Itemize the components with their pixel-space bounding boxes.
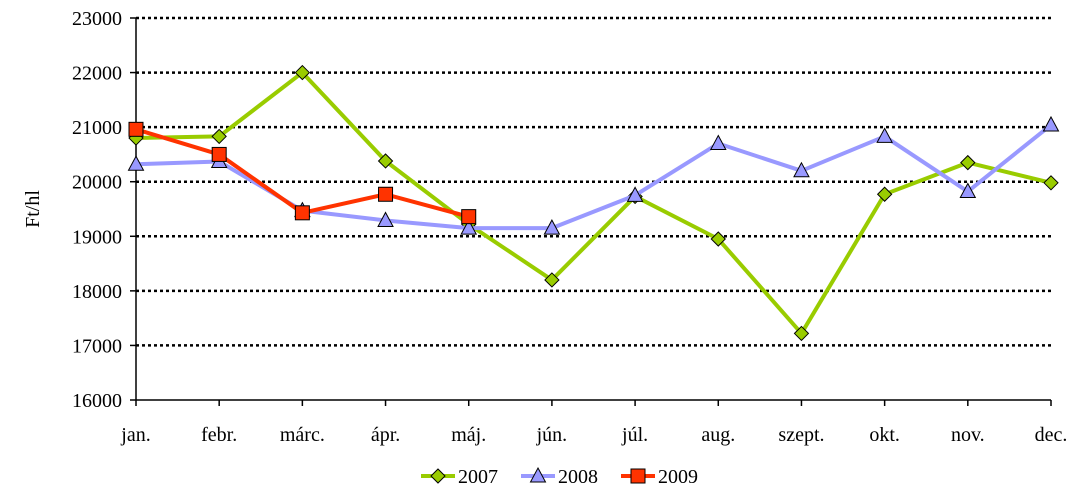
data-point-2008 [876, 127, 893, 143]
data-point-2008 [1042, 115, 1060, 132]
legend-marker-2008 [529, 466, 547, 483]
data-point-2007 [294, 64, 311, 81]
series-2009 [128, 121, 477, 225]
series-line-2007 [135, 70, 1052, 336]
legend-marker-2009 [630, 468, 646, 484]
data-point-2007 [211, 128, 227, 145]
y-tick-label: 16000 [72, 390, 122, 412]
y-tick-labels: 16000 17000 18000 19000 20000 21000 22000 23000 [72, 8, 122, 412]
data-point-2008 [793, 161, 810, 178]
x-tick-label: nov. [951, 424, 985, 446]
series-group [127, 64, 1060, 342]
data-point-2008 [626, 186, 644, 202]
legend-marker-2007 [430, 468, 446, 484]
legend-label: 2007 [458, 466, 498, 488]
data-point-2009 [461, 209, 477, 225]
data-point-2008 [460, 219, 478, 235]
y-tick-label: 20000 [72, 172, 122, 194]
legend-item-2007: 2007 [421, 466, 498, 488]
legend-label: 2008 [558, 466, 598, 488]
data-point-2007 [377, 153, 394, 169]
x-tick-label: ápr. [371, 424, 400, 446]
axes [130, 17, 1052, 406]
x-tick-label: dec. [1035, 424, 1068, 446]
series-2008 [127, 115, 1060, 235]
series-2007 [128, 64, 1059, 342]
x-tick-label: aug. [701, 424, 735, 446]
y-tick-label: 22000 [72, 63, 122, 85]
data-point-2009 [378, 186, 394, 202]
x-tick-label: jan. [120, 424, 150, 446]
y-tick-label: 19000 [72, 226, 122, 248]
x-tick-label: márc. [280, 424, 325, 446]
data-point-2007 [1043, 175, 1059, 191]
legend-label: 2009 [658, 466, 698, 488]
y-tick-label: 17000 [72, 335, 122, 357]
x-tick-label: jún. [536, 424, 568, 446]
legend-item-2009: 2009 [621, 466, 698, 488]
series-line-2008 [135, 123, 1053, 231]
data-point-2008 [959, 182, 977, 199]
data-point-2009 [128, 121, 144, 137]
legend: 2007 2008 2009 [421, 466, 698, 488]
x-tick-labels: jan. febr. márc. ápr. máj. jún. júl. aug. szept.… [120, 424, 1067, 446]
x-tick-label: szept. [778, 424, 824, 446]
legend-item-2008: 2008 [521, 466, 598, 488]
data-point-2007 [710, 231, 726, 247]
y-tick-label: 21000 [72, 117, 122, 139]
data-point-2007 [960, 154, 976, 171]
data-point-2009 [294, 205, 310, 221]
data-point-2007 [793, 325, 810, 342]
y-axis-title: Ft/hl [22, 190, 44, 228]
x-tick-label: júl. [621, 424, 648, 446]
data-point-2007 [544, 272, 560, 288]
data-point-2008 [709, 134, 727, 151]
x-tick-label: máj. [451, 424, 486, 446]
data-point-2008 [377, 211, 394, 227]
data-point-2009 [211, 146, 227, 162]
x-tick-label: okt. [869, 424, 900, 446]
data-point-2007 [876, 186, 893, 202]
data-point-2008 [543, 219, 561, 235]
data-point-2008 [127, 155, 145, 171]
y-tick-label: 23000 [72, 8, 122, 30]
y-tick-label: 18000 [72, 281, 122, 303]
x-tick-label: febr. [201, 424, 237, 446]
